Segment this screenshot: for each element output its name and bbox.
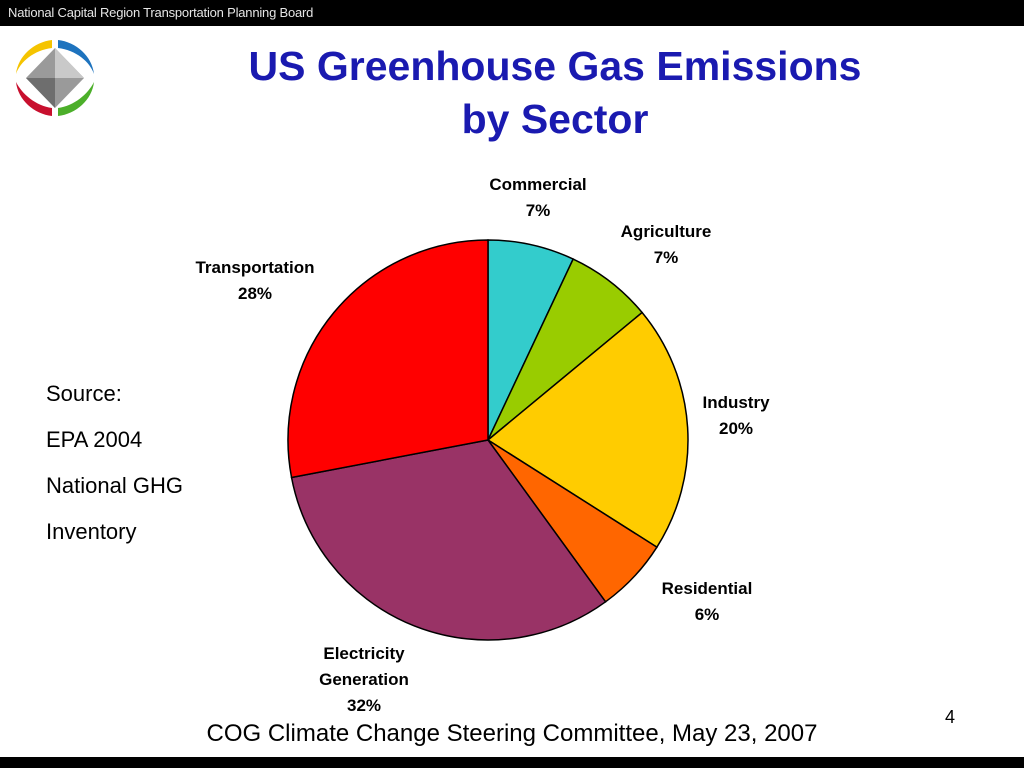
footer-caption: COG Climate Change Steering Committee, M… [206,720,818,747]
source-line: Inventory [46,519,137,544]
footer-bar [0,757,1024,768]
slice-label: Commercial 7% [489,175,586,220]
header-bar: National Capital Region Transportation P… [0,0,1024,26]
slice-label: Electricity Generation 32% [319,644,409,715]
slice-label: Agriculture 7% [621,222,712,267]
organization-name: National Capital Region Transportation P… [8,5,314,20]
title-line-1: US Greenhouse Gas Emissions [248,43,862,89]
source-line: Source: [46,381,122,406]
slice-label: Residential 6% [662,579,753,624]
title-line-2: by Sector [461,96,649,142]
source-note: Source: EPA 2004 National GHG Inventory [46,371,183,555]
pie-labels: Commercial 7% Agriculture 7% Industry 20% Resi… [195,175,770,715]
page-number: 4 [945,707,956,727]
pie-slices [287,239,689,641]
logo-icon [16,40,94,116]
source-line: EPA 2004 [46,427,143,452]
pie-slice-electricity-generation [290,439,607,641]
slice-label: Transportation 28% [195,258,314,303]
organization-logo [10,34,100,122]
slide-title: US Greenhouse Gas Emissions by Sector [190,40,920,146]
pie-slice-transportation [287,239,489,479]
pie-slice-industry [486,311,689,549]
slice-label: Industry 20% [702,393,770,438]
source-line: National GHG [46,473,183,498]
